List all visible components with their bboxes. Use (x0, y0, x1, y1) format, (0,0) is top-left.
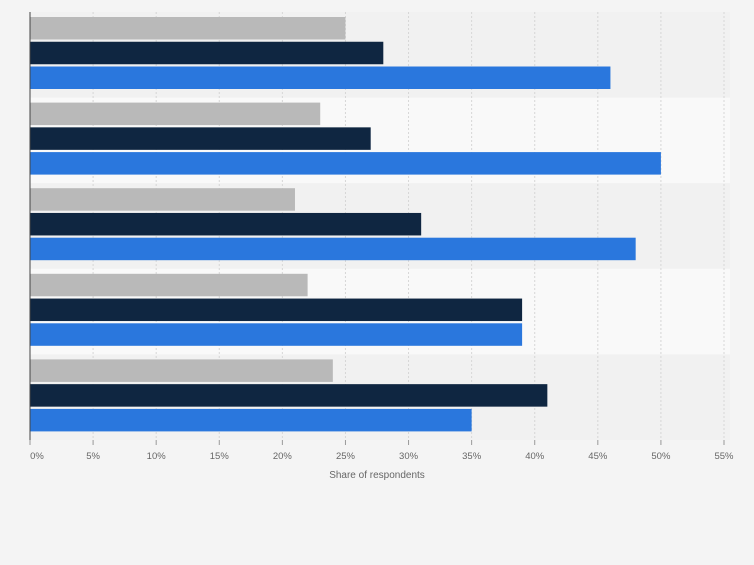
bar-series-3-category-3 (30, 237, 636, 261)
bar-series-2-category-5 (30, 384, 548, 407)
tick-label: 15% (210, 451, 230, 462)
tick-label: 0% (30, 451, 44, 462)
tick-label: 40% (525, 451, 545, 462)
bars (30, 17, 661, 432)
bar-series-2-category-2 (30, 127, 371, 150)
bar-series-3-category-4 (30, 323, 523, 346)
x-axis-ticks: 0% 5% 10% 15% 20% 25% 30% 35% 40% 45% 50% 55% (29, 440, 734, 462)
tick-label: 45% (588, 451, 608, 462)
bar-series-2-category-1 (30, 41, 384, 65)
tick-label: 50% (651, 451, 671, 462)
bar-series-1-category-2 (30, 102, 321, 126)
tick-label: 20% (273, 451, 293, 462)
x-axis-label: Share of respondents (329, 470, 425, 481)
tick-label: 35% (462, 451, 482, 462)
bar-series-1-category-5 (30, 359, 333, 382)
bar-series-1-category-3 (30, 188, 295, 211)
tick-label: 10% (147, 451, 167, 462)
bar-series-3-category-5 (30, 408, 472, 432)
bar-series-2-category-3 (30, 212, 422, 236)
bar-series-3-category-2 (30, 152, 661, 175)
tick-label: 5% (86, 451, 100, 462)
tick-label: 55% (714, 451, 734, 462)
tick-label: 30% (399, 451, 419, 462)
bar-series-2-category-4 (30, 298, 523, 322)
tick-label: 25% (336, 451, 356, 462)
bar-series-1-category-1 (30, 17, 346, 40)
bar-series-1-category-4 (30, 273, 308, 297)
bar-series-3-category-1 (30, 66, 611, 89)
